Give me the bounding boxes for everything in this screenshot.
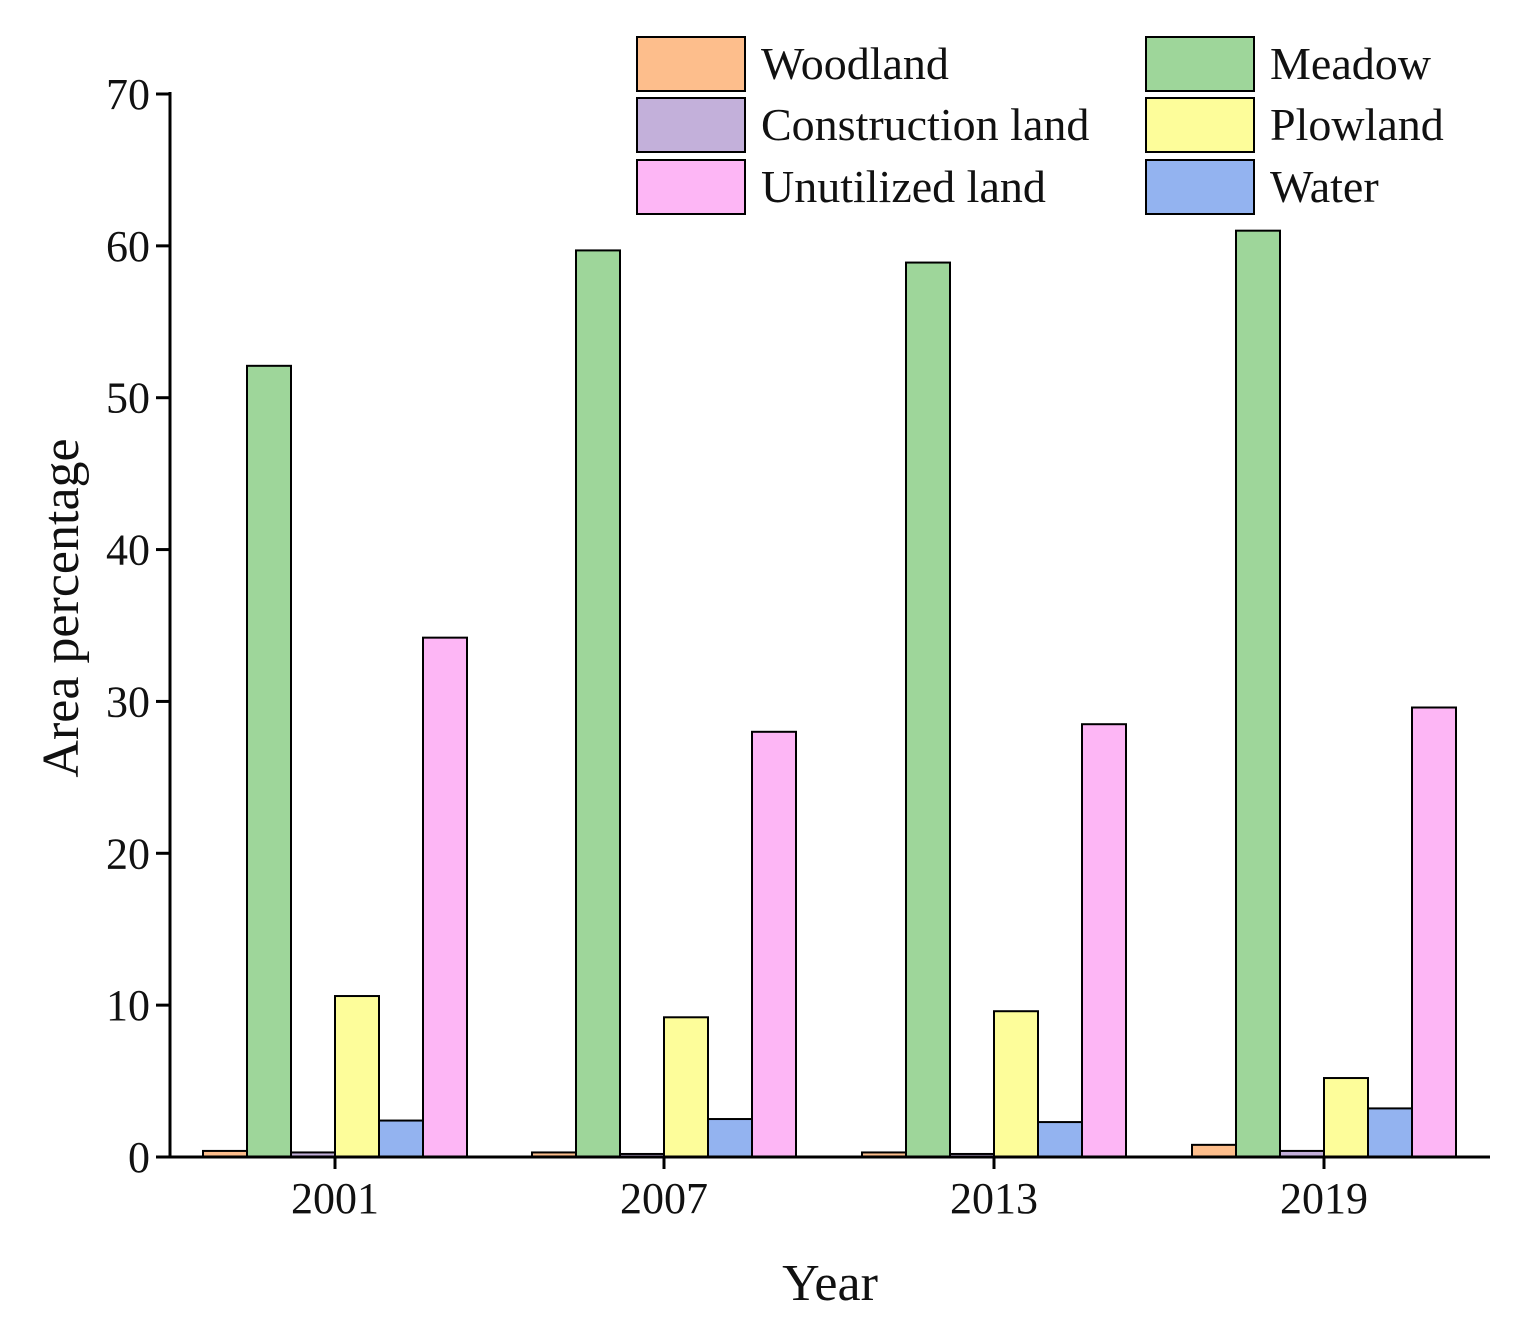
axes-layer — [168, 92, 1490, 1159]
bar-water-2001 — [378, 1119, 424, 1159]
bar-plowland-2001 — [334, 995, 380, 1158]
y-tick-label: 70 — [106, 70, 150, 119]
legend: Woodland Meadow Construction land Plowland U… — [636, 36, 1444, 215]
bar-plowland-2007 — [663, 1016, 709, 1159]
legend-swatch-woodland — [636, 36, 746, 92]
bar-water-2019 — [1367, 1107, 1413, 1159]
bar-unutilized-land-2007 — [751, 730, 797, 1158]
y-tick-label: 20 — [106, 829, 150, 878]
bar-woodland-2019 — [1191, 1143, 1237, 1159]
x-tick-label: 2013 — [950, 1174, 1038, 1223]
bar-meadow-2019 — [1235, 229, 1281, 1158]
legend-swatch-meadow — [1145, 36, 1255, 92]
legend-label-woodland: Woodland — [761, 38, 949, 89]
legend-label-meadow: Meadow — [1270, 38, 1432, 89]
y-tick-label: 50 — [106, 374, 150, 423]
y-tick-label: 0 — [128, 1133, 150, 1182]
bar-water-2013 — [1037, 1121, 1083, 1159]
bar-plowland-2013 — [993, 1010, 1039, 1159]
bar-unutilized-land-2013 — [1081, 723, 1127, 1158]
bar-unutilized-land-2001 — [422, 636, 468, 1158]
x-axis-title: Year — [782, 1255, 878, 1312]
bar-meadow-2013 — [905, 261, 951, 1159]
y-tick-label: 10 — [106, 981, 150, 1030]
legend-label-water: Water — [1270, 161, 1379, 212]
legend-swatch-construction-land — [636, 97, 746, 153]
bars-layer — [202, 229, 1457, 1159]
legend-swatch-unutilized-land — [636, 159, 746, 215]
y-axis-title: Area percentage — [33, 438, 90, 777]
y-tick-label: 60 — [106, 222, 150, 271]
y-tick-label: 30 — [106, 677, 150, 726]
legend-label-plowland: Plowland — [1270, 99, 1444, 150]
x-tick-label: 2007 — [620, 1174, 708, 1223]
x-tick-label: 2019 — [1280, 1174, 1368, 1223]
x-ticks-layer: 2001 2007 2013 2019 — [291, 1157, 1368, 1223]
bar-meadow-2001 — [246, 364, 292, 1158]
y-tick-label: 40 — [106, 526, 150, 575]
bar-unutilized-land-2019 — [1411, 706, 1457, 1158]
bar-water-2007 — [707, 1118, 753, 1159]
bar-meadow-2007 — [575, 249, 621, 1159]
legend-swatch-water — [1145, 159, 1255, 215]
y-ticks-layer: 0 10 20 30 40 50 60 70 — [106, 70, 170, 1182]
legend-label-construction-land: Construction land — [761, 99, 1089, 150]
x-tick-label: 2001 — [291, 1174, 379, 1223]
legend-label-unutilized-land: Unutilized land — [761, 161, 1046, 212]
bar-plowland-2019 — [1323, 1077, 1369, 1159]
legend-swatch-plowland — [1145, 97, 1255, 153]
